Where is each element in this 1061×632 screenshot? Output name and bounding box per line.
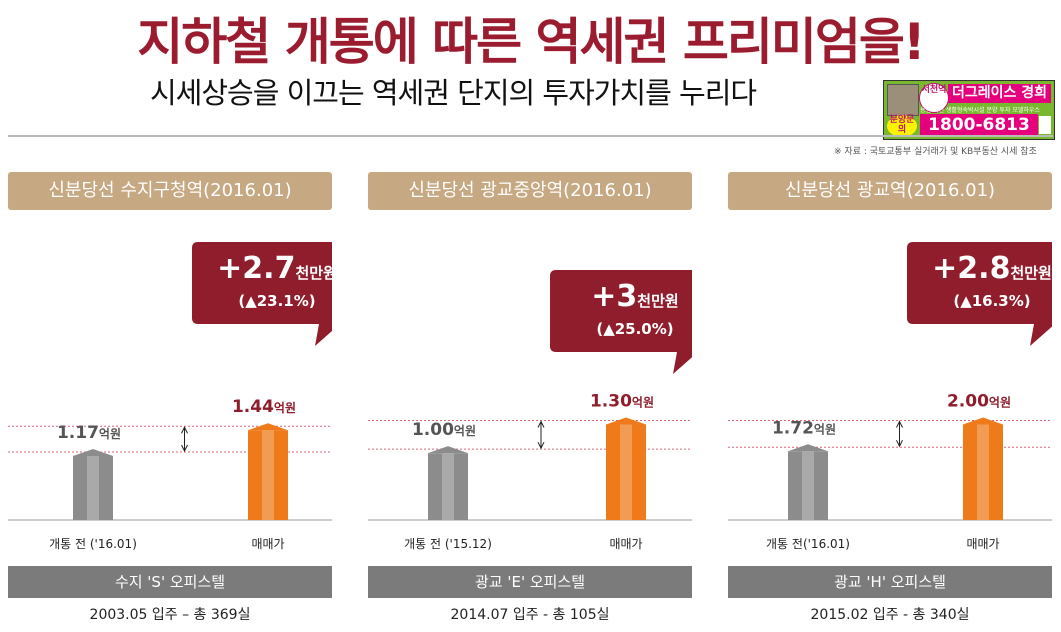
category-label: 개통 전 ('15.12) xyxy=(404,537,492,551)
arrow-head-down xyxy=(537,441,545,450)
callout-bubble xyxy=(907,242,1052,346)
bar xyxy=(248,430,288,520)
value-label: 1.00억원 xyxy=(412,420,476,440)
bar-highlight xyxy=(442,453,454,520)
property-name: 광교 'E' 오피스텔 xyxy=(368,566,692,598)
source-note: ※ 자료 : 국토교통부 실거래가 및 KB부동산 시세 참조 xyxy=(834,147,1037,157)
change-percent: (▲25.0%) xyxy=(596,320,673,338)
value-label: 1.30억원 xyxy=(590,392,654,412)
inquiry-badge: 분양문의 xyxy=(887,115,917,137)
qr-icon xyxy=(1039,116,1051,134)
arrow-head-up xyxy=(537,420,545,428)
value-label: 1.72억원 xyxy=(772,418,836,438)
bar-cap xyxy=(248,423,288,431)
bar-highlight xyxy=(977,424,989,520)
divider xyxy=(8,135,1053,137)
value-label: 2.00억원 xyxy=(947,392,1011,412)
bar-highlight xyxy=(87,456,99,520)
change-label: +2.7천만원 xyxy=(217,251,332,286)
value-label: 1.44억원 xyxy=(232,397,296,417)
callout-bubble xyxy=(550,270,692,374)
category-label: 매매가 xyxy=(966,537,999,551)
change-percent: (▲23.1%) xyxy=(238,292,315,310)
bar xyxy=(73,456,113,520)
property-detail: 2003.05 입주 – 총 369실 xyxy=(89,607,251,623)
bar xyxy=(606,424,646,520)
category-label: 매매가 xyxy=(609,537,642,551)
station-badge: 서천역 xyxy=(919,83,949,113)
bar xyxy=(788,451,828,520)
category-label: 개통 전 ('16.01) xyxy=(49,537,137,551)
bar xyxy=(428,453,468,520)
panel-gwanggyojungang: 신분당선 광교중앙역(2016.01) 1.00억원 개통 전 ('15.12) 1… xyxy=(368,172,692,632)
panel-title: 신분당선 광교역(2016.01) xyxy=(728,172,1052,210)
bar-cap xyxy=(963,417,1003,425)
change-label: +3천만원 xyxy=(591,279,678,314)
bar-highlight xyxy=(802,451,814,520)
change-label: +2.8천만원 xyxy=(932,251,1052,286)
bar-cap xyxy=(606,417,646,425)
arrow-head-up xyxy=(896,420,903,428)
bar-cap xyxy=(788,444,828,452)
change-percent: (▲16.3%) xyxy=(953,292,1030,310)
category-label: 매매가 xyxy=(251,537,284,551)
ad-name: 더그레이스 경희 xyxy=(948,84,1051,103)
value-label: 1.17억원 xyxy=(57,423,121,443)
main-title: 지하철 개통에 따른 역세권 프리미엄을! xyxy=(137,13,925,71)
bar-cap xyxy=(73,449,113,457)
panel-title: 신분당선 광교중앙역(2016.01) xyxy=(368,172,692,210)
panel-title: 신분당선 수지구청역(2016.01) xyxy=(8,172,332,210)
arrow-head-up xyxy=(181,426,188,434)
subtitle: 시세상승을 이끄는 역세권 단지의 투자가치를 누리다 xyxy=(150,76,757,110)
property-detail: 2014.07 입주 - 총 105실 xyxy=(450,607,610,623)
bar-highlight xyxy=(620,424,632,520)
ad-banner[interactable]: 서천역 더그레이스 경희 용인 서천 생활형숙박시설 분양 투자 모델하우스 분… xyxy=(883,80,1055,140)
arrow-head-down xyxy=(896,440,903,448)
property-name: 수지 'S' 오피스텔 xyxy=(8,566,332,598)
callout-bubble xyxy=(192,242,332,346)
building-image xyxy=(887,84,919,116)
property-name: 광교 'H' 오피스텔 xyxy=(728,566,1052,598)
category-label: 개통 전('16.01) xyxy=(766,537,850,551)
bar-highlight xyxy=(262,430,274,520)
arrow-head-down xyxy=(181,444,188,453)
ad-description: 용인 서천 생활형숙박시설 분양 투자 모델하우스 xyxy=(920,107,1040,114)
bar xyxy=(963,424,1003,520)
panel-sujigucheong: 신분당선 수지구청역(2016.01) 1.17억원 개통 전 ('16.01) 1… xyxy=(8,172,332,632)
property-detail: 2015.02 입주 - 총 340실 xyxy=(810,607,970,623)
ad-phone[interactable]: 1800-6813 xyxy=(920,114,1038,136)
bar-cap xyxy=(428,446,468,454)
